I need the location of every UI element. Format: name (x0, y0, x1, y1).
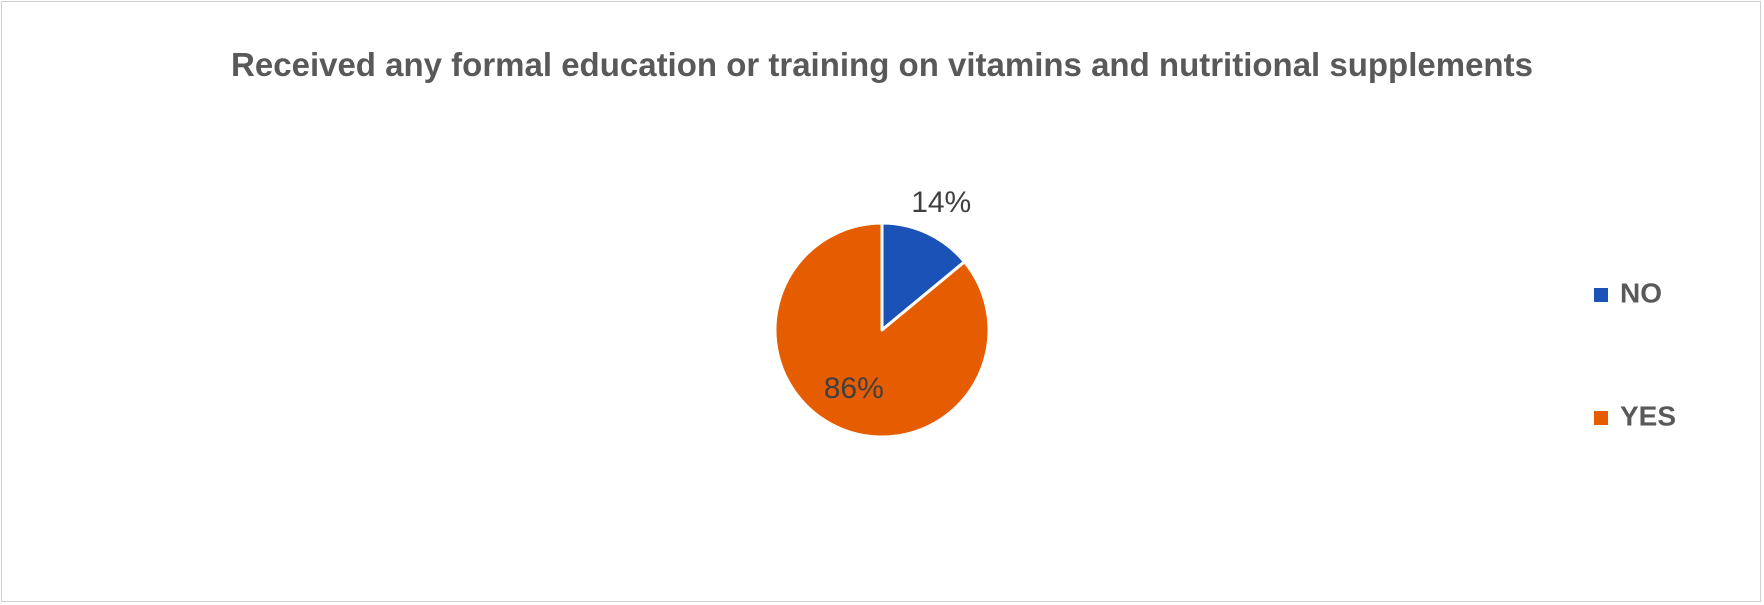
pie-slice (773, 221, 991, 439)
chart-title: Received any formal education or trainin… (231, 46, 1533, 83)
legend-marker (1594, 288, 1608, 302)
legend-marker (1594, 411, 1608, 425)
legend-label: NO (1620, 277, 1662, 308)
data-label: 14% (911, 186, 971, 219)
pie-slice (880, 221, 966, 332)
data-label: 86% (824, 372, 884, 405)
legend-label: YES (1620, 400, 1676, 431)
